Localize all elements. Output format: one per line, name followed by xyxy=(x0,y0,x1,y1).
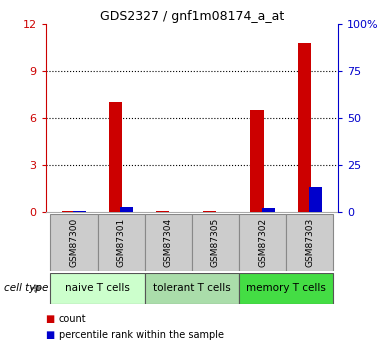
Bar xyxy=(262,208,275,212)
Text: cell type: cell type xyxy=(4,283,48,293)
Bar xyxy=(250,110,264,212)
Bar xyxy=(50,214,98,271)
Bar xyxy=(298,43,311,212)
Bar xyxy=(145,214,192,271)
Bar xyxy=(109,102,122,212)
Text: tolerant T cells: tolerant T cells xyxy=(153,283,231,293)
Bar xyxy=(62,211,75,212)
Text: GSM87303: GSM87303 xyxy=(306,218,314,267)
Bar xyxy=(239,273,334,304)
Bar xyxy=(286,214,334,271)
Bar xyxy=(203,211,217,212)
Bar xyxy=(309,187,322,212)
Text: GSM87302: GSM87302 xyxy=(258,218,267,267)
Bar xyxy=(156,211,169,212)
Bar xyxy=(145,273,239,304)
Text: percentile rank within the sample: percentile rank within the sample xyxy=(59,330,224,339)
Bar xyxy=(239,214,286,271)
Text: GSM87305: GSM87305 xyxy=(211,218,220,267)
Title: GDS2327 / gnf1m08174_a_at: GDS2327 / gnf1m08174_a_at xyxy=(100,10,284,23)
Text: memory T cells: memory T cells xyxy=(246,283,326,293)
Text: count: count xyxy=(59,314,87,324)
Text: GSM87304: GSM87304 xyxy=(164,218,173,267)
Text: GSM87300: GSM87300 xyxy=(70,218,78,267)
Text: ■: ■ xyxy=(46,330,55,339)
Text: ■: ■ xyxy=(46,314,55,324)
Text: naive T cells: naive T cells xyxy=(65,283,130,293)
Bar xyxy=(73,211,86,212)
Bar xyxy=(50,273,145,304)
Bar xyxy=(192,214,239,271)
Text: GSM87301: GSM87301 xyxy=(117,218,126,267)
Bar xyxy=(98,214,145,271)
Bar xyxy=(120,207,133,212)
